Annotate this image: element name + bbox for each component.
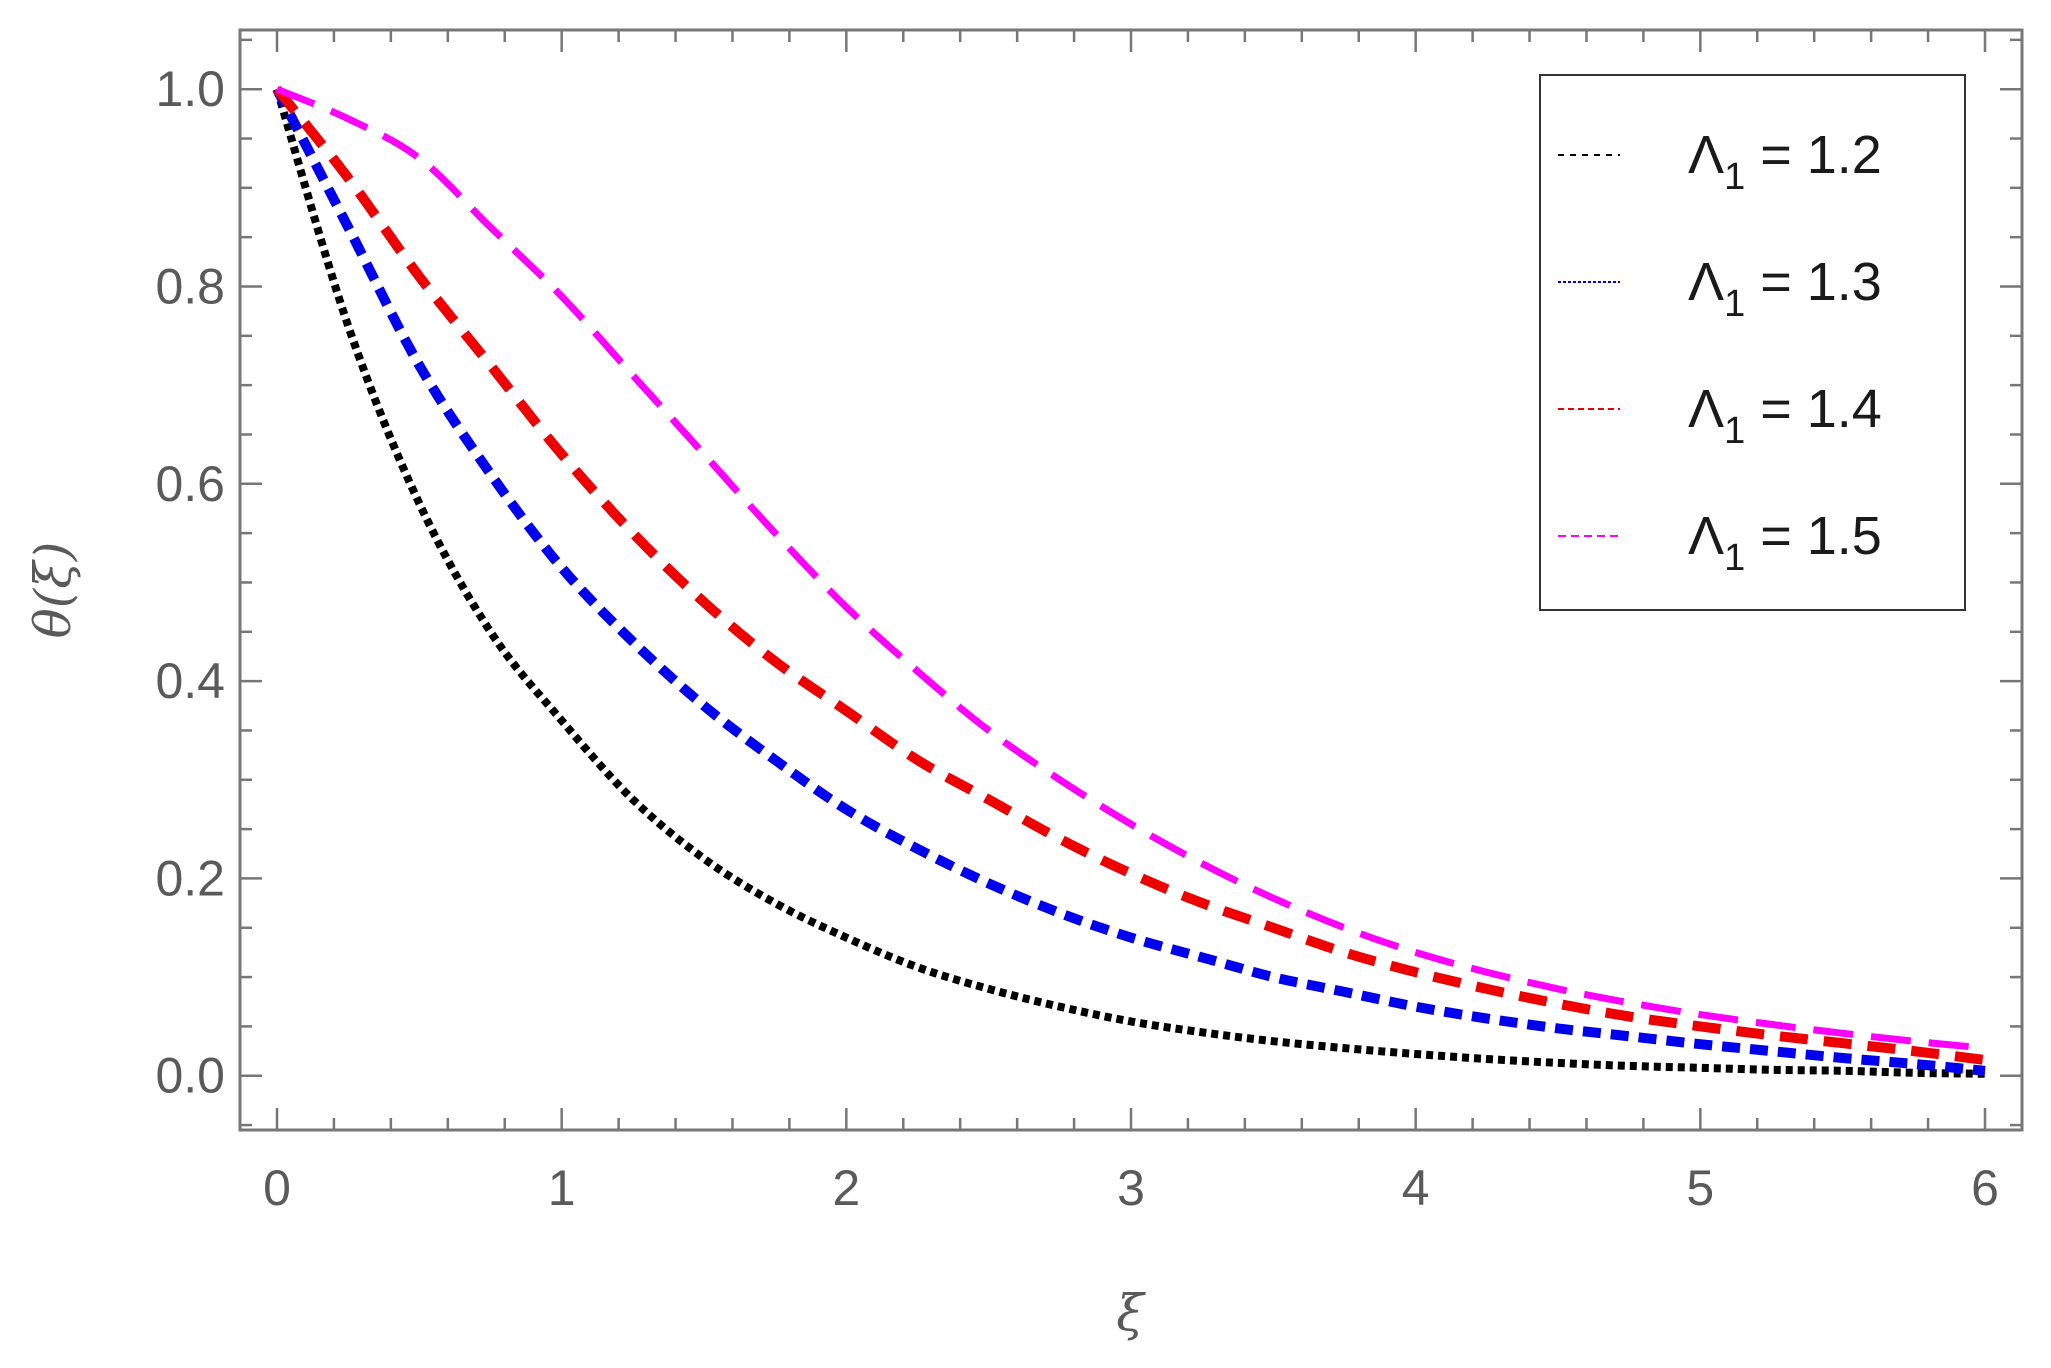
x-tick-label: 4 — [1402, 1160, 1430, 1216]
y-tick-label: 0.6 — [155, 456, 225, 512]
legend-label-4: Λ1 = 1.5 — [1688, 506, 1882, 579]
series-layer — [272, 85, 1986, 1078]
y-tick-label: 0.2 — [155, 850, 225, 906]
y-tick-label: 0.8 — [155, 259, 225, 315]
series-line-2 — [272, 86, 1986, 1076]
series-line-4 — [275, 85, 1986, 1052]
x-tick-label: 1 — [548, 1160, 576, 1216]
y-tick-label: 0.4 — [155, 653, 225, 709]
series-line-1 — [273, 88, 1986, 1078]
tick-labels: 0 1 2 3 4 5 6 0.0 0.2 0.4 0.6 0.8 1.0 — [155, 61, 1998, 1216]
x-tick-label: 3 — [1117, 1160, 1145, 1216]
y-tick-label: 1.0 — [155, 61, 225, 117]
y-tick-label: 0.0 — [155, 1048, 225, 1104]
x-tick-label: 6 — [1971, 1160, 1999, 1216]
legend-box — [1539, 74, 1966, 611]
legend: Λ1 = 1.2 Λ1 = 1.3 Λ1 = 1.4 Λ1 = 1.5 — [1539, 74, 1966, 611]
y-axis-title: θ(ξ) — [24, 542, 82, 639]
x-tick-label: 2 — [832, 1160, 860, 1216]
series-line-3 — [273, 86, 1986, 1065]
x-tick-label: 5 — [1686, 1160, 1714, 1216]
x-tick-label: 0 — [263, 1160, 291, 1216]
legend-label-3: Λ1 = 1.4 — [1688, 379, 1882, 452]
x-axis-title: ξ — [1116, 1284, 1146, 1342]
legend-label-2: Λ1 = 1.3 — [1688, 252, 1882, 325]
legend-label-1: Λ1 = 1.2 — [1688, 125, 1882, 198]
axis-ticks — [240, 30, 2022, 1130]
